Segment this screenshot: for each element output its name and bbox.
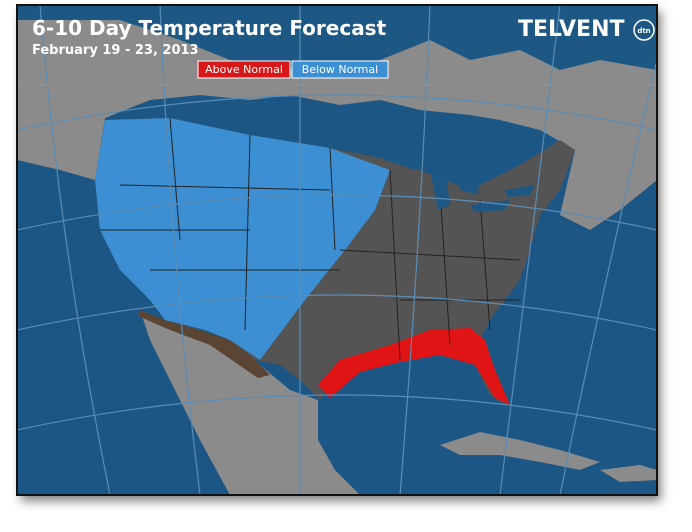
graticule-parallels xyxy=(17,94,657,431)
land-arctic xyxy=(17,20,657,85)
state-borders xyxy=(100,117,521,361)
land-mexico xyxy=(140,310,360,495)
legend-label: Above Normal xyxy=(205,63,283,76)
us-below-normal xyxy=(95,118,390,360)
title: 6-10 Day Temperature Forecast xyxy=(32,16,387,40)
legend-swatch xyxy=(197,60,291,79)
map xyxy=(17,5,657,495)
subtitle: February 19 - 23, 2013 xyxy=(32,43,199,58)
logo: TELVENT xyxy=(518,17,625,42)
legend-swatch xyxy=(291,60,389,79)
map-border xyxy=(16,4,658,496)
us-above-normal xyxy=(318,328,510,405)
land-hispaniola xyxy=(600,465,657,482)
logo-badge xyxy=(633,19,655,41)
terrain-border xyxy=(138,310,270,378)
legend-label: Below Normal xyxy=(302,63,378,76)
land-cuba xyxy=(440,432,600,470)
land-canada xyxy=(17,85,657,230)
graticule-meridians xyxy=(39,5,657,495)
logo-badge-text: dtn xyxy=(637,27,650,35)
